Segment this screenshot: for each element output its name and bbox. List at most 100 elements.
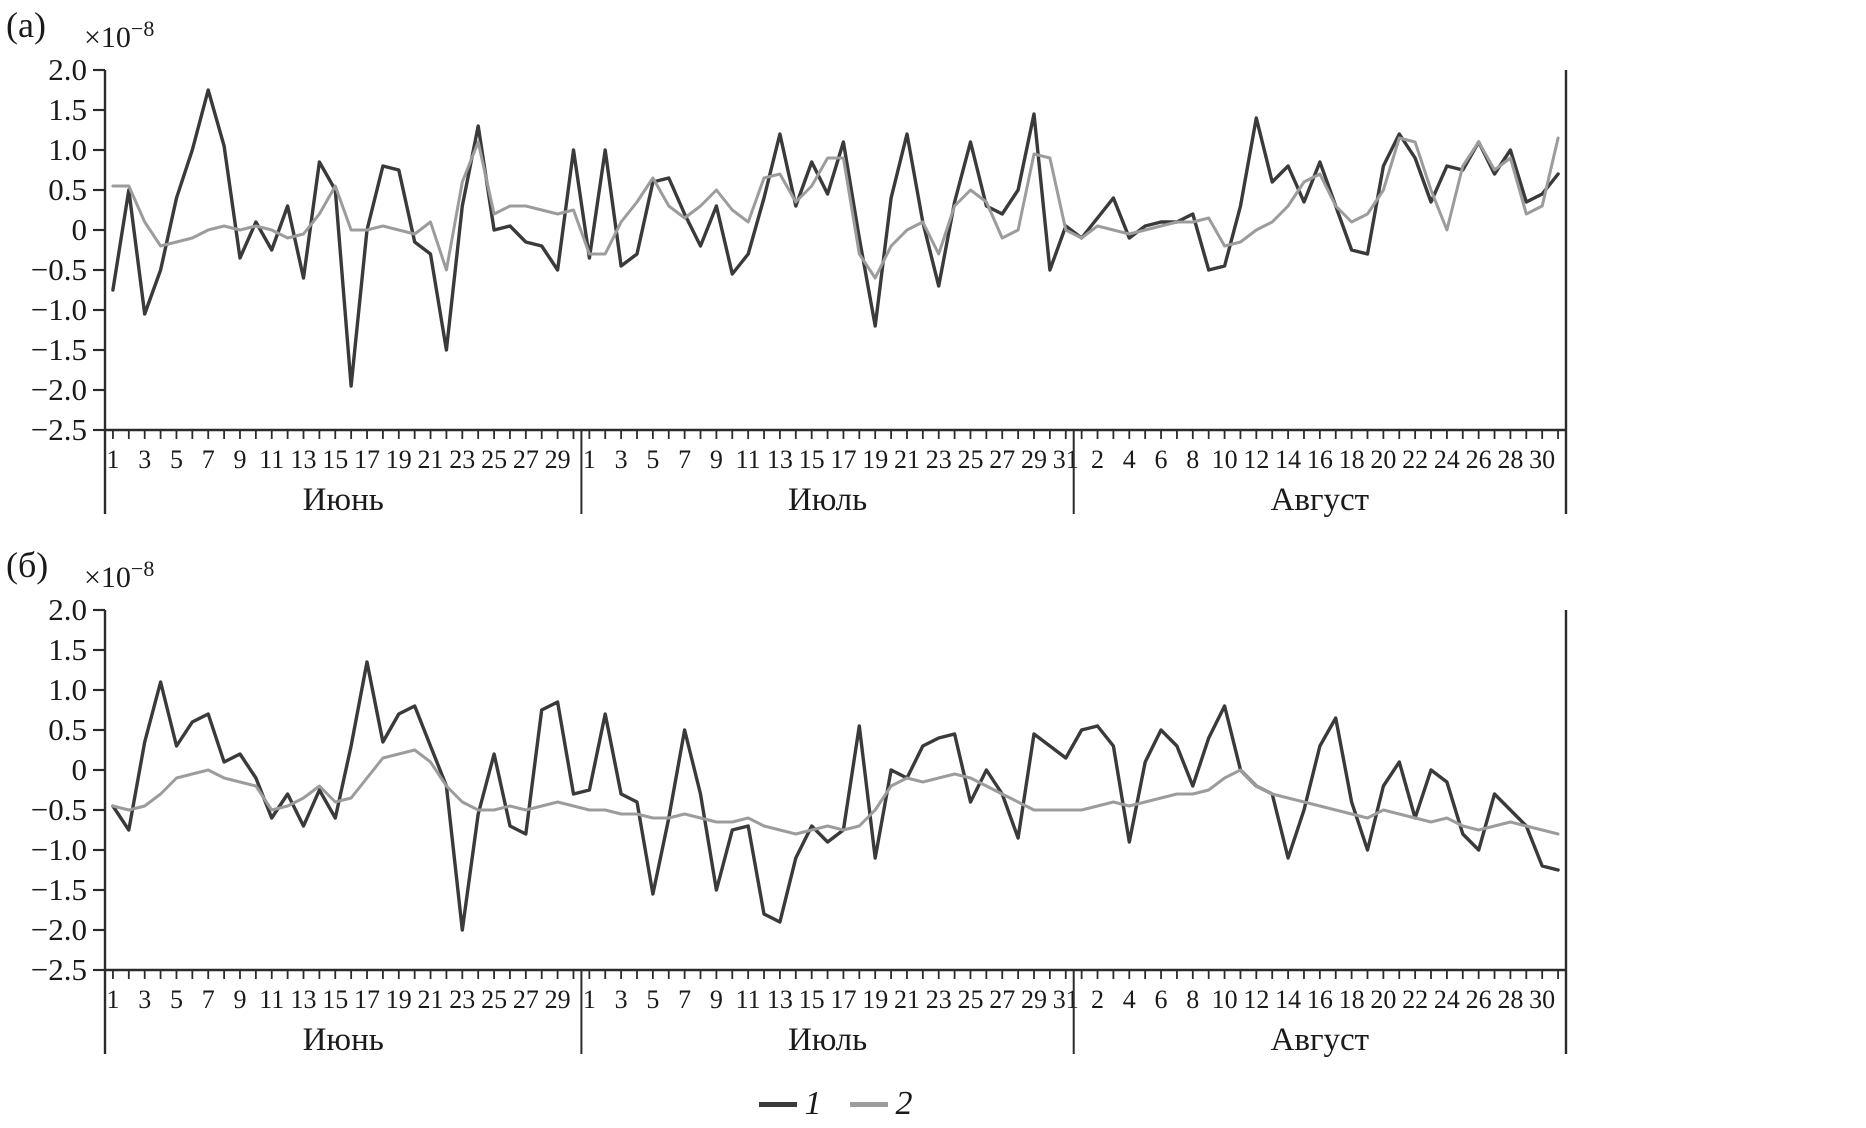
x-tick-label: 15 (799, 985, 825, 1014)
x-tick-label: 18 (1339, 445, 1365, 474)
x-tick-label: 3 (615, 445, 628, 474)
x-tick-label: 18 (1339, 985, 1365, 1014)
series-2-line (111, 748, 1560, 836)
x-tick-label: 21 (894, 985, 920, 1014)
x-tick-label: 11 (259, 985, 284, 1014)
legend-label-series-1: 1 (804, 1085, 822, 1122)
x-tick-label: 4 (1123, 985, 1136, 1014)
x-tick-label: 3 (138, 445, 151, 474)
x-tick-label: 28 (1497, 985, 1523, 1014)
x-tick-label: 17 (354, 985, 380, 1014)
scale-base-b: ×10 (84, 561, 131, 594)
chart-a: 2.01.51.00.50−0.5−1.0−1.5−2.0−2.51 3 5 7 9 11… (31, 52, 1568, 518)
x-tick-label: 25 (957, 985, 983, 1014)
x-tick-label: 9 (710, 985, 723, 1014)
legend: 1 2 (0, 1080, 1671, 1128)
x-tick-label: 31 (1053, 985, 1079, 1014)
x-tick-label: 17 (354, 445, 380, 474)
y-tick-label: −1.5 (31, 332, 87, 367)
x-tick-label: 10 (1212, 985, 1238, 1014)
x-tick-label: 9 (233, 445, 246, 474)
x-tick-label: 11 (736, 445, 761, 474)
x-tick-label: 3 (138, 985, 151, 1014)
y-tick-label: −0.5 (31, 792, 87, 827)
x-tick-label: 30 (1529, 985, 1555, 1014)
x-tick-label: 22 (1402, 985, 1428, 1014)
x-tick-label: 16 (1307, 445, 1333, 474)
scale-exponent-a: −8 (130, 16, 155, 41)
x-tick-label: 28 (1497, 445, 1523, 474)
x-tick-label: 13 (291, 985, 317, 1014)
x-tick-label: 8 (1186, 445, 1199, 474)
x-tick-label: 1 (583, 445, 596, 474)
month-label: Июнь (303, 1022, 384, 1058)
series-2-line (111, 136, 1560, 280)
x-tick-label: 19 (862, 985, 888, 1014)
x-tick-label: 5 (646, 445, 659, 474)
x-tick-label: 13 (767, 445, 793, 474)
x-tick-label: 13 (291, 445, 317, 474)
x-tick-label: 2 (1091, 985, 1104, 1014)
y-tick-label: −2.0 (31, 372, 87, 407)
x-tick-label: 5 (170, 985, 183, 1014)
y-tick-label: −0.5 (31, 252, 87, 287)
x-tick-label: 27 (989, 985, 1015, 1014)
x-tick-label: 23 (449, 445, 475, 474)
x-tick-label: 2 (1091, 445, 1104, 474)
x-tick-label: 9 (710, 445, 723, 474)
x-tick-label: 19 (386, 445, 412, 474)
y-tick-label: −2.5 (31, 952, 87, 987)
panel-b: 2.0 1.5 1.0 0.5 0 −0.5 −1.0 −1.5 −2.0 −2.5 1 3 5 7 9 11… (0, 540, 1866, 1080)
x-tick-label: 7 (202, 445, 215, 474)
x-tick-label: 29 (1021, 985, 1047, 1014)
x-tick-label: 11 (259, 445, 284, 474)
x-tick-label: 27 (989, 445, 1015, 474)
y-axis-scale-label-b: ×10−8 (84, 556, 154, 595)
series-1-line (111, 660, 1560, 932)
y-tick-label: 0 (72, 212, 88, 247)
x-tick-label: 4 (1123, 445, 1136, 474)
x-tick-label: 25 (957, 445, 983, 474)
x-tick-label: 5 (646, 985, 659, 1014)
x-tick-label: 1 (583, 985, 596, 1014)
x-tick-label: 31 (1053, 445, 1079, 474)
month-label: Август (1271, 482, 1370, 518)
scale-base-a: ×10 (84, 21, 131, 54)
x-tick-label: 10 (1212, 445, 1238, 474)
x-tick-label: 8 (1186, 985, 1199, 1014)
x-tick-label: 21 (418, 445, 444, 474)
x-tick-label: 24 (1434, 985, 1460, 1014)
y-tick-label: 1.5 (48, 92, 87, 127)
chart-b: 2.01.51.00.50−0.5−1.0−1.5−2.0−2.51 3 5 7 9 11… (31, 592, 1568, 1058)
x-tick-label: 15 (322, 445, 348, 474)
x-tick-label: 21 (894, 445, 920, 474)
x-tick-label: 7 (678, 445, 691, 474)
legend-item-series-1: 1 (758, 1085, 822, 1123)
x-tick-label: 13 (767, 985, 793, 1014)
x-tick-label: 15 (799, 445, 825, 474)
series-2-line-swatch (849, 1101, 888, 1107)
x-tick-label: 30 (1529, 445, 1555, 474)
x-tick-label: 14 (1275, 445, 1301, 474)
x-tick-label: 7 (678, 985, 691, 1014)
x-tick-label: 25 (481, 985, 507, 1014)
x-tick-label: 24 (1434, 445, 1460, 474)
x-tick-label: 26 (1466, 985, 1492, 1014)
x-tick-label: 20 (1370, 445, 1396, 474)
y-tick-label: −2.5 (31, 412, 87, 447)
x-tick-label: 3 (615, 985, 628, 1014)
y-tick-label: −1.0 (31, 292, 87, 327)
y-tick-label: 0 (72, 752, 88, 787)
x-tick-label: 25 (481, 445, 507, 474)
x-tick-label: 1 (106, 445, 119, 474)
x-tick-label: 23 (926, 985, 952, 1014)
x-tick-label: 17 (830, 985, 856, 1014)
x-tick-label: 1 (106, 985, 119, 1014)
y-axis-scale-label-a: ×10−8 (84, 16, 154, 55)
y-tick-label: −1.5 (31, 872, 87, 907)
x-tick-label: 12 (1243, 445, 1269, 474)
x-tick-label: 23 (926, 445, 952, 474)
y-tick-label: 1.0 (48, 132, 87, 167)
x-tick-label: 29 (1021, 445, 1047, 474)
y-tick-label: 0.5 (48, 172, 87, 207)
